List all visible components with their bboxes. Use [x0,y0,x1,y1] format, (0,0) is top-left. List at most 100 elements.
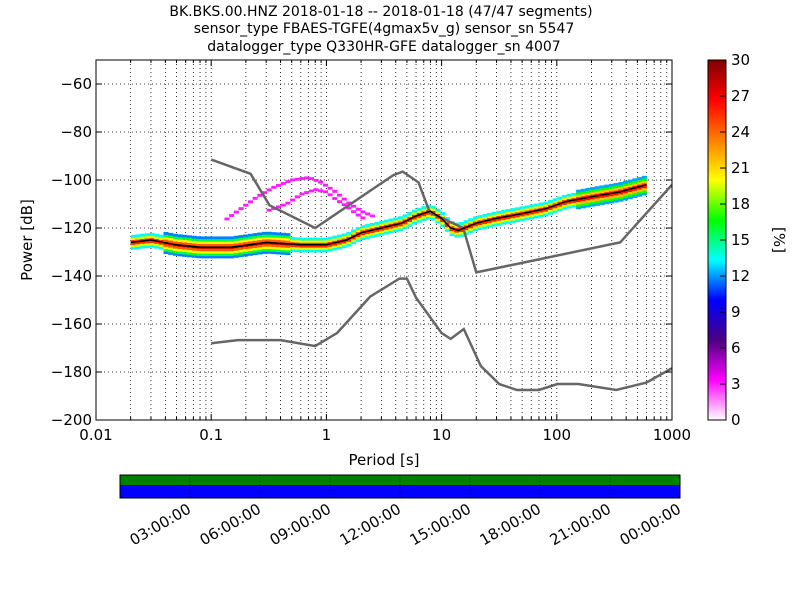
density-cell [632,185,638,189]
density-cell [154,238,160,242]
density-cell [177,251,183,254]
colorbar-label: [%] [770,227,788,253]
density-cell [590,189,596,193]
density-cell [205,253,211,256]
density-cell [627,179,633,183]
density-cell [566,193,572,197]
density-cell [177,234,183,238]
density-cell [261,234,268,238]
density-cell [454,225,460,228]
density-cell [360,237,366,240]
density-cell [144,245,150,249]
density-cell [351,236,357,240]
density-cell [458,234,464,237]
density-cell [397,225,404,229]
density-cell [505,211,511,215]
density-cell [458,222,464,225]
density-cell [491,216,497,220]
density-cell [524,215,530,218]
density-cell [243,251,249,255]
density-cell [332,189,338,193]
colorbar-tick-label: 21 [731,159,750,177]
density-cell [472,225,479,229]
density-cell [163,239,169,242]
colorbar-tick-label: 9 [731,303,741,321]
density-cell [482,221,488,225]
density-cell [355,229,361,233]
density-cell [440,221,446,225]
density-cell [351,229,357,233]
density-cell [482,218,488,222]
colorbar-ticks: 0 3 6 9 12 15 18 21 24 27 30 [720,51,750,429]
density-cell [252,233,258,236]
density-cell [172,238,178,242]
density-cell [590,194,596,198]
density-cell [412,216,418,220]
density-cell [130,242,136,245]
density-cell [201,236,207,240]
density-cell [135,239,141,242]
density-cell [261,246,268,250]
x-tick-label: 1000 [653,426,691,444]
density-cell [412,219,418,223]
density-cell [304,176,310,180]
density-cell [313,178,319,182]
density-cell [599,187,605,191]
density-cell [369,227,375,231]
density-cell [543,208,549,212]
density-cell [365,231,371,235]
density-cell [637,177,643,180]
density-cell [196,255,202,259]
density-cell [318,244,324,248]
density-cell [308,244,314,248]
x-tick-label: 10 [432,426,451,444]
density-cell [205,255,211,259]
density-cell [233,252,239,256]
density-cell [501,209,507,213]
density-cell [341,235,347,239]
density-cell [576,204,582,207]
density-cell [407,221,413,225]
time-tick-label: 06:00:00 [197,500,264,549]
density-cell [168,249,174,253]
density-cell [585,202,591,206]
density-cell [463,224,469,228]
density-cell [501,219,507,223]
density-cell [346,201,352,205]
density-cell [477,227,483,230]
density-cell [205,248,211,252]
density-cell [215,241,221,244]
density-cell [191,240,197,244]
density-cell [454,232,460,236]
density-cell [613,192,619,196]
colorbar-tick-label: 24 [731,123,750,141]
density-cell [271,239,277,243]
density-cell [341,203,347,207]
density-cell [233,242,239,246]
density-cell [547,199,554,203]
density-cell [613,197,619,201]
density-cell [261,251,268,254]
density-cell [477,222,483,226]
colorbar-tick-label: 0 [731,411,741,429]
density-cell [163,231,169,235]
density-cell [168,247,174,251]
density-cell [285,249,291,253]
density-cell [468,220,474,224]
plot-frame [95,59,673,421]
density-cell [271,185,277,189]
density-cell [449,230,455,234]
density-cell [140,236,146,240]
density-cell [421,218,427,222]
density-cell [412,212,418,215]
density-cell [604,191,610,195]
density-cell [618,198,624,202]
density-cell [622,197,629,201]
density-cell [444,224,450,228]
density-cell [285,247,291,251]
density-cell [632,192,638,196]
density-cell [416,207,422,211]
density-cell [247,233,253,237]
density-cell [402,221,408,225]
density-cell [519,211,525,214]
